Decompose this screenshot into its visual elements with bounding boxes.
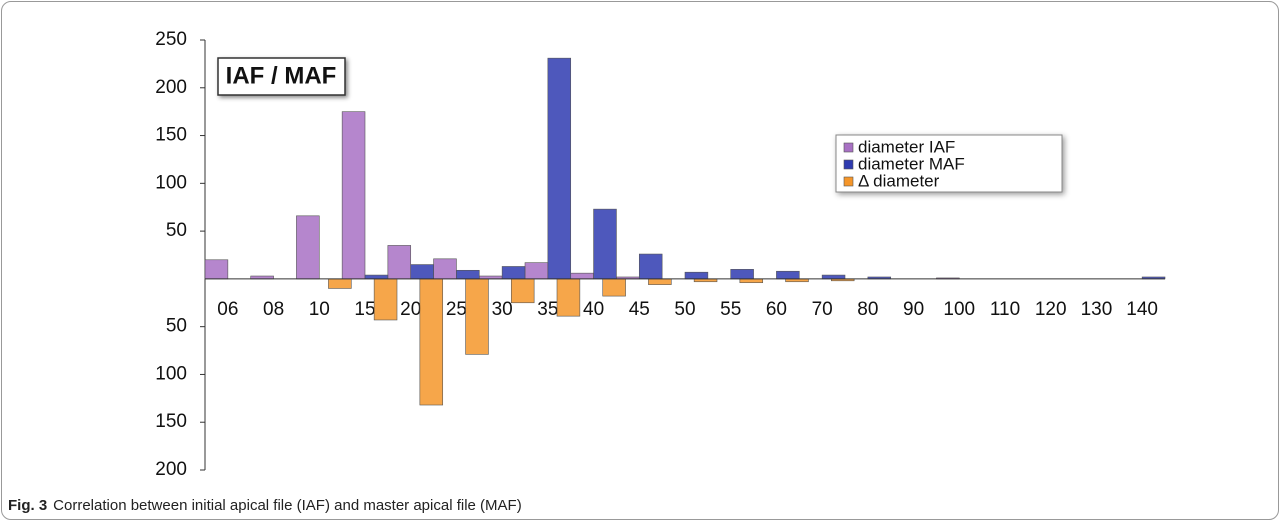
legend-swatch [843,142,854,153]
y-tick-label: 50 [166,220,187,241]
y-tick-label: 150 [155,125,187,146]
bar [602,278,626,297]
bar [648,278,672,285]
x-tick-label: 20 [400,299,421,320]
x-tick-label: 100 [943,299,975,320]
x-tick-label: 55 [720,299,741,320]
x-tick-label: 25 [446,299,467,320]
bar [570,272,594,280]
bar [373,278,398,321]
bar [684,271,709,280]
bar [501,266,526,280]
bar [410,264,434,280]
caption: Fig. 3 Correlation between initial apical… [8,497,522,514]
x-tick-label: 50 [674,299,695,320]
bar [510,278,535,304]
x-tick-label: 35 [537,299,558,320]
x-tick-label: 60 [766,299,787,320]
legend-label: diameter IAF [858,137,955,156]
x-tick-label: 45 [629,299,650,320]
legend-label: diameter MAF [858,154,965,173]
bar [739,278,764,284]
bar [296,215,320,280]
bar [593,208,617,280]
x-tick-label: 06 [217,299,238,320]
bar [387,245,412,280]
bar [776,270,800,280]
x-tick-label: 90 [903,299,924,320]
bar [465,278,489,355]
bar [524,262,549,280]
bar [419,278,444,406]
x-tick-label: 130 [1081,299,1113,320]
x-tick-label: 140 [1126,299,1158,320]
x-tick-label: 30 [492,299,513,320]
bar [328,278,352,289]
bar [204,259,229,280]
x-tick-label: 120 [1035,299,1067,320]
bar [821,274,846,280]
caption-label: Fig. 3 [8,497,48,514]
y-tick-label: 200 [155,459,187,480]
x-tick-label: 80 [857,299,878,320]
legend-swatch [843,176,854,187]
title-box [217,57,346,96]
legend-label: Δ diameter [858,171,940,190]
y-tick-label: 100 [155,172,187,193]
y-tick-label: 100 [155,363,187,384]
chart-title: IAF / MAF [226,62,337,89]
x-tick-label: 10 [309,299,330,320]
x-tick-label: 15 [354,299,375,320]
y-tick-label: 250 [155,29,187,50]
x-tick-label: 40 [583,299,604,320]
y-tick-label: 200 [155,77,187,98]
legend-swatch [843,159,854,170]
bar [456,269,480,280]
legend-box [835,134,1063,193]
bar [341,111,366,280]
x-tick-label: 110 [990,299,1020,320]
bar [364,274,389,280]
bar [730,269,754,280]
bar [638,253,663,280]
bar [556,278,581,317]
chart: IAF / MAF 200 150 100 50 50 100 150 200 250 06 08 1… [155,29,1166,480]
bar [547,57,572,280]
x-tick-label: 08 [263,299,284,320]
y-tick-label: 150 [155,411,187,432]
y-tick-label: 50 [166,316,187,337]
bar [433,258,457,280]
x-tick-label: 70 [812,299,833,320]
caption-text: Correlation between initial apical file … [53,497,522,514]
